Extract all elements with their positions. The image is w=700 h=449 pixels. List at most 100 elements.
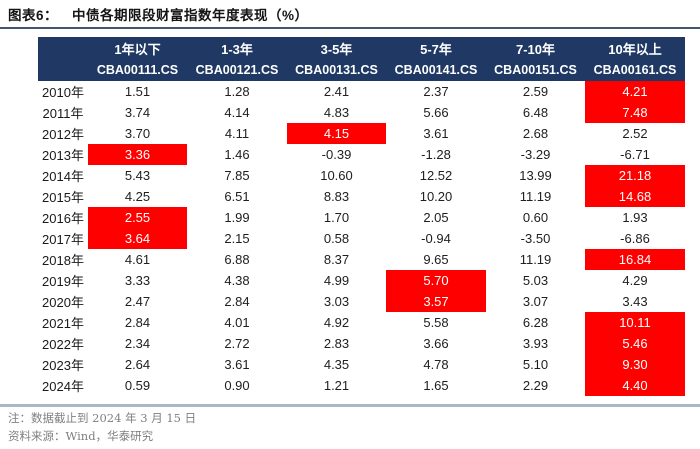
cell: 11.19 — [519, 189, 552, 204]
table-row: 2013年 3.36 1.46 -0.39 -1.28 -3.29 -6.71 — [38, 144, 685, 165]
table-row: 2015年 4.25 6.51 8.83 10.20 11.19 14.68 — [38, 186, 685, 207]
cell: 4.92 — [323, 315, 350, 330]
title-divider — [0, 27, 700, 29]
cell: 3.03 — [323, 294, 350, 309]
cell: 6.51 — [224, 189, 250, 204]
cell: 4.61 — [124, 252, 151, 267]
cell: -6.71 — [620, 147, 650, 162]
cell: 10.60 — [320, 168, 353, 183]
cell: 4.38 — [224, 273, 250, 288]
exhibit-label: 图表6： — [8, 8, 59, 23]
cell: 0.60 — [522, 210, 549, 225]
code-header-row: CBA00111.CS CBA00121.CS CBA00131.CS CBA0014… — [38, 59, 685, 81]
cell: 2.37 — [423, 84, 449, 99]
cell-highlight: 14.68 — [585, 186, 685, 207]
table-row: 2011年 3.74 4.14 4.83 5.66 6.48 7.48 — [38, 102, 685, 123]
footnote-source: 资料来源：Wind，华泰研究 — [8, 429, 154, 443]
cell: -6.86 — [620, 231, 650, 246]
cell-highlight: 16.84 — [585, 249, 685, 270]
cell-highlight: 4.15 — [287, 123, 386, 144]
cell: 4.14 — [224, 105, 250, 120]
cell: 4.83 — [323, 105, 350, 120]
column-code-1: CBA00121.CS — [187, 59, 287, 81]
cell: 2.15 — [224, 231, 250, 246]
cell: 0.59 — [124, 378, 151, 393]
cell-highlight: 3.64 — [88, 228, 187, 249]
table-row: 2022年 2.34 2.72 2.83 3.66 3.93 5.46 — [38, 333, 685, 354]
exhibit-title: 图表6： 中债各期限段财富指数年度表现（%） — [8, 4, 309, 24]
column-code-5: CBA00161.CS — [585, 59, 685, 81]
cell: 1.65 — [423, 378, 449, 393]
cell: 2.41 — [323, 84, 350, 99]
cell: -0.39 — [321, 147, 352, 162]
cell: 11.19 — [519, 252, 552, 267]
table-bottom-divider — [0, 404, 700, 407]
cell: 0.58 — [323, 231, 350, 246]
table-row: 2023年 2.64 3.61 4.35 4.78 5.10 9.30 — [38, 354, 685, 375]
column-tenor-4: 7-10年 — [486, 37, 585, 59]
cell: 1.99 — [224, 210, 250, 225]
cell: 3.33 — [124, 273, 151, 288]
column-tenor-2: 3-5年 — [287, 37, 386, 59]
cell: 9.65 — [423, 252, 449, 267]
cell: 4.78 — [423, 357, 449, 372]
column-tenor-5: 10年以上 — [585, 37, 685, 59]
row-year: 2020年 — [42, 295, 84, 310]
cell: 1.46 — [224, 147, 250, 162]
column-tenor-1: 1-3年 — [187, 37, 287, 59]
table-row: 2020年 2.47 2.84 3.03 3.57 3.07 3.43 — [38, 291, 685, 312]
cell: 2.84 — [124, 315, 151, 330]
row-year: 2024年 — [42, 379, 84, 394]
cell: -1.28 — [421, 147, 451, 162]
cell-highlight: 2.55 — [88, 207, 187, 228]
row-year: 2022年 — [42, 337, 84, 352]
tenor-header-row: 1年以下 1-3年 3-5年 5-7年 7-10年 10年以上 — [38, 37, 685, 59]
cell: 13.99 — [519, 168, 552, 183]
cell: 8.83 — [323, 189, 350, 204]
cell: 7.85 — [224, 168, 250, 183]
cell: -0.94 — [421, 231, 451, 246]
table-row: 2021年 2.84 4.01 4.92 5.58 6.28 10.11 — [38, 312, 685, 333]
row-year: 2023年 — [42, 358, 84, 373]
cell: 6.28 — [522, 315, 549, 330]
cell: 3.61 — [224, 357, 250, 372]
bond-index-table: 1年以下 1-3年 3-5年 5-7年 7-10年 10年以上 CBA00111.CS CB… — [38, 37, 685, 396]
row-year: 2018年 — [42, 253, 84, 268]
cell-highlight: 9.30 — [585, 354, 685, 375]
table-row: 2019年 3.33 4.38 4.99 5.70 5.03 4.29 — [38, 270, 685, 291]
cell: 4.01 — [224, 315, 250, 330]
row-year: 2019年 — [42, 274, 84, 289]
cell: 2.72 — [224, 336, 250, 351]
cell: 3.43 — [622, 294, 648, 309]
cell: 10.20 — [419, 189, 453, 204]
cell-highlight: 3.57 — [386, 291, 486, 312]
row-year: 2011年 — [42, 106, 84, 121]
cell: 4.11 — [224, 126, 250, 141]
cell: 4.35 — [323, 357, 350, 372]
row-year: 2014年 — [42, 169, 84, 184]
corner-cell — [38, 37, 88, 59]
cell: 1.28 — [224, 84, 250, 99]
cell: 4.25 — [124, 189, 151, 204]
cell: 0.90 — [224, 378, 250, 393]
row-year: 2015年 — [42, 190, 84, 205]
cell: 3.61 — [423, 126, 449, 141]
column-code-2: CBA00131.CS — [287, 59, 386, 81]
cell: 4.29 — [622, 273, 648, 288]
cell-highlight: 7.48 — [585, 102, 685, 123]
cell: 5.66 — [423, 105, 449, 120]
cell: 2.34 — [124, 336, 151, 351]
cell: 6.88 — [224, 252, 250, 267]
cell: 4.99 — [323, 273, 350, 288]
column-code-4: CBA00151.CS — [486, 59, 585, 81]
cell: 3.70 — [124, 126, 151, 141]
cell: 1.70 — [323, 210, 350, 225]
cell: 2.05 — [423, 210, 449, 225]
table-header: 1年以下 1-3年 3-5年 5-7年 7-10年 10年以上 CBA00111.CS CB… — [38, 37, 685, 81]
cell: 2.52 — [622, 126, 648, 141]
footnotes: 注：数据截止到 2024 年 3 月 15 日 资料来源：Wind，华泰研究 — [8, 409, 196, 445]
cell-highlight: 4.40 — [585, 375, 685, 396]
column-code-0: CBA00111.CS — [88, 59, 187, 81]
cell: 3.66 — [423, 336, 449, 351]
row-year: 2017年 — [42, 232, 84, 247]
